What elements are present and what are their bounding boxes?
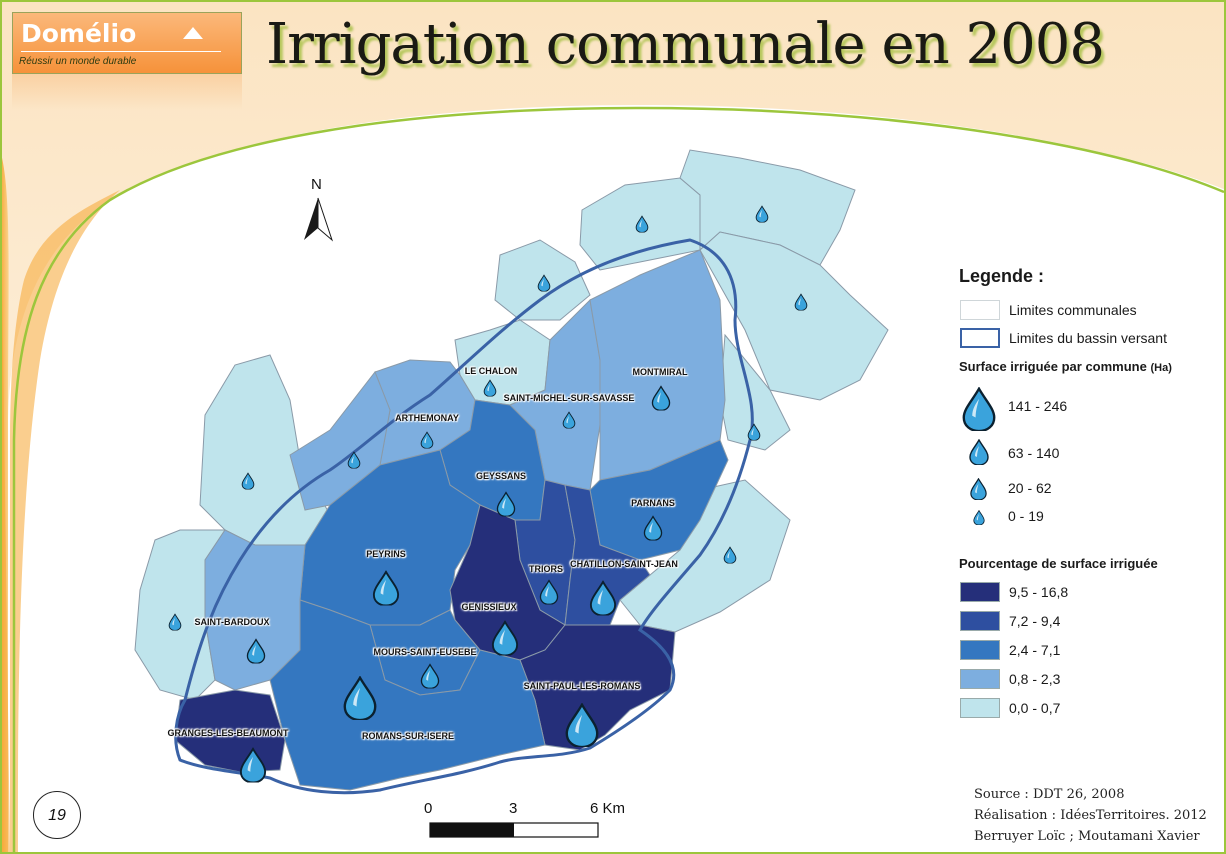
commune-label: GENISSIEUX	[461, 602, 517, 612]
legend-drop-sizes	[962, 387, 996, 525]
scale-label-3: 3	[509, 800, 518, 817]
commune-label: TRIORS	[528, 564, 564, 574]
commune-label: PEYRINS	[366, 549, 406, 559]
commune-label: GEYSSANS	[475, 471, 527, 481]
commune-label: SAINT-BARDOUX	[194, 617, 270, 627]
legend-pct-label: 9,5 - 16,8	[1009, 584, 1069, 600]
legend-limits-communes: Limites communales	[1009, 302, 1137, 318]
commune-label: MONTMIRAL	[632, 367, 688, 377]
legend-surface-20-62: 20 - 62	[1008, 480, 1052, 496]
commune-label: SAINT-MICHEL-SUR-SAVASSE	[503, 393, 635, 403]
basin-boundary	[174, 238, 754, 795]
commune-label: PARNANS	[631, 498, 675, 508]
legend-pct-swatch	[960, 669, 1000, 689]
legend-pct-label: 2,4 - 7,1	[1009, 642, 1061, 658]
commune-outer-e1	[699, 231, 889, 401]
logo-reflection	[12, 74, 242, 110]
scale-bar	[429, 822, 599, 838]
commune-romans-sur-isere	[269, 599, 546, 791]
source-line: Source : DDT 26, 2008	[974, 787, 1125, 802]
domelio-logo: Domélio Réussir un monde durable	[12, 12, 242, 74]
legend-pct-label: 7,2 - 9,4	[1009, 613, 1061, 629]
north-arrow	[304, 197, 334, 242]
commune-granges-les-beaumont	[174, 689, 286, 773]
logo-underline	[21, 51, 221, 52]
page-title: Irrigation communale en 2008	[266, 12, 1105, 77]
legend-swatch-communes	[960, 300, 1000, 320]
scale-label-0: 0	[424, 800, 433, 817]
legend-surface-title: Surface irriguée par commune (Ha)	[959, 359, 1172, 374]
legend-swatch-bassin	[960, 328, 1000, 348]
legend-surface-141-246: 141 - 246	[1008, 398, 1068, 414]
logo-name: Domélio	[21, 19, 137, 48]
legend-title: Legende :	[959, 266, 1045, 286]
legend-surface-63-140: 63 - 140	[1008, 445, 1060, 461]
legend-pct-title: Pourcentage de surface irriguée	[959, 556, 1158, 571]
authors-line: Berruyer Loïc ; Moutamani Xavier	[974, 829, 1200, 844]
commune-outer-ne2	[679, 149, 856, 266]
commune-label: MOURS-SAINT-EUSEBE	[373, 647, 477, 657]
commune-label: ARTHEMONAY	[395, 413, 459, 423]
legend-pct-swatch	[960, 582, 1000, 602]
commune-label: LE CHALON	[464, 366, 518, 376]
legend-pct-label: 0,8 - 2,3	[1009, 671, 1061, 687]
logo-triangle-icon	[183, 27, 203, 39]
legend-limits-bassin: Limites du bassin versant	[1009, 330, 1167, 346]
page-number: 19	[33, 791, 81, 839]
commune-west-upper	[289, 371, 391, 511]
legend-pct-label: 0,0 - 0,7	[1009, 700, 1061, 716]
source-credits: Source : DDT 26, 2008 Réalisation : Idée…	[974, 784, 1207, 847]
north-label: N	[311, 176, 322, 193]
commune-chatillon-saint-jean	[564, 484, 651, 626]
legend-pct-swatch	[960, 611, 1000, 631]
commune-label: GRANGES-LES-BEAUMONT	[167, 728, 289, 738]
realisation-line: Réalisation : IdéesTerritoires. 2012	[974, 808, 1207, 823]
commune-label: CHATILLON-SAINT-JEAN	[570, 559, 678, 569]
scale-label-6km: 6 Km	[590, 800, 626, 817]
legend-pct-swatch	[960, 698, 1000, 718]
logo-tagline: Réussir un monde durable	[19, 56, 137, 67]
legend-pct-swatch	[960, 640, 1000, 660]
commune-label: ROMANS-SUR-ISERE	[361, 731, 455, 741]
legend-surface-0-19: 0 - 19	[1008, 508, 1044, 524]
commune-label: SAINT-PAUL-LES-ROMANS	[523, 681, 641, 691]
legend: Legende : Limites communales Limites du …	[956, 262, 1218, 722]
